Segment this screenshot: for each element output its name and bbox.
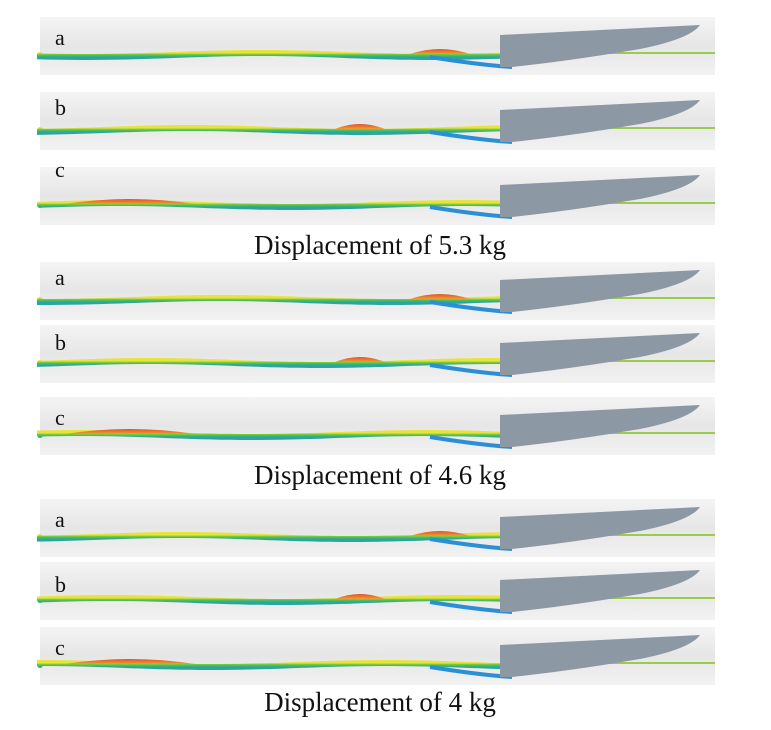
hull (500, 405, 700, 447)
caption: Displacement of 4 kg (264, 687, 496, 717)
hull (500, 507, 700, 549)
row-label: a (55, 25, 65, 50)
water-surface (37, 50, 503, 60)
row-label: b (55, 572, 66, 597)
hull (500, 100, 700, 142)
hull (500, 270, 700, 312)
wave-crest (335, 594, 385, 599)
wave-crest (410, 294, 470, 299)
hull (500, 635, 700, 677)
row-label: c (55, 635, 65, 660)
row-label: c (55, 405, 65, 430)
wave-crest (335, 124, 385, 129)
wave-crest (410, 49, 470, 54)
wave-crest (65, 659, 195, 664)
water-surface (37, 125, 503, 135)
row-label: b (55, 330, 66, 355)
hull (500, 175, 700, 217)
row-label: c (55, 157, 65, 182)
water-surface (37, 595, 503, 605)
wave-crest (335, 357, 385, 362)
water-surface (37, 295, 503, 305)
water-surface (37, 660, 503, 670)
caption: Displacement of 4.6 kg (254, 460, 506, 490)
row-label: a (55, 507, 65, 532)
hull (500, 570, 700, 612)
row-label: b (55, 95, 66, 120)
hull (500, 333, 700, 375)
caption: Displacement of 5.3 kg (254, 230, 506, 260)
wave-crest (410, 531, 470, 536)
water-surface (37, 532, 503, 542)
wave-crest (65, 199, 195, 204)
row-label: a (55, 265, 65, 290)
wave-crest (65, 429, 195, 434)
hull (500, 25, 700, 67)
water-surface (37, 358, 503, 368)
